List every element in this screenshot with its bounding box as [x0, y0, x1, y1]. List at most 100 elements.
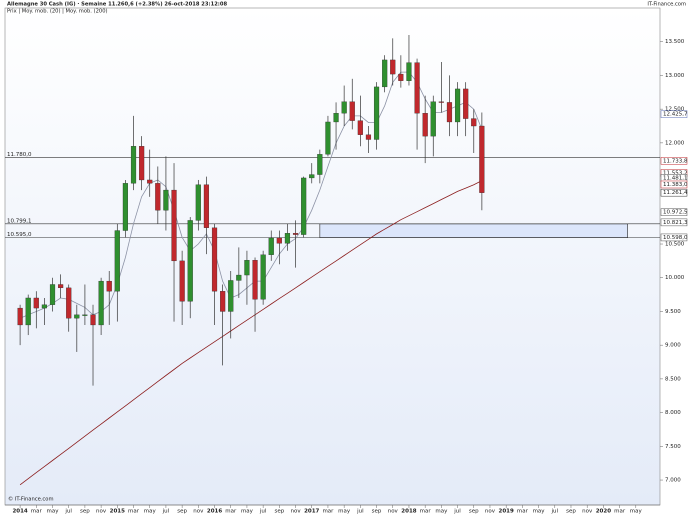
price-tag [660, 110, 688, 118]
zone [319, 223, 628, 238]
x-tick-label: jul [64, 509, 72, 515]
y-tick-label: 7.000 [665, 478, 681, 484]
y-tick-label: 12.500 [665, 107, 685, 113]
candle-body [454, 88, 461, 123]
candle-body [171, 189, 177, 262]
candle-body [276, 237, 282, 244]
x-tick-label: mar [614, 509, 626, 515]
candle-body [357, 120, 363, 135]
candle-body [301, 177, 307, 235]
x-tick-label: 2018 [401, 509, 416, 515]
y-tick-label: 8.000 [665, 410, 681, 416]
source: IT-Finance.com [647, 2, 686, 8]
candle-body [49, 284, 56, 305]
candle-body [438, 101, 444, 103]
price-tag [660, 157, 688, 165]
candle-body [390, 59, 396, 75]
x-tick-label: 2019 [499, 509, 514, 515]
candle-body [211, 227, 218, 292]
x-tick-label: mar [517, 509, 529, 515]
y-tick-label: 13.000 [665, 73, 685, 79]
level-label: 10.595,0 [7, 232, 32, 238]
price-tag [660, 188, 688, 197]
plot-area [4, 7, 661, 506]
y-tick-label: 9.500 [665, 309, 681, 315]
candle-body [25, 297, 31, 326]
x-tick-label: jul [259, 509, 267, 515]
level-label: 10.799,1 [7, 218, 32, 224]
candle-body [179, 260, 185, 302]
x-tick-label: 2014 [12, 509, 27, 515]
price-tag-label: 11.383,0 [663, 182, 688, 188]
candle-body [446, 102, 453, 123]
x-tick-label: jul [356, 509, 364, 515]
chart-title: Allemagne 30 Cash (IG) · Semaine 11.260,… [7, 2, 227, 8]
candle-body [98, 280, 104, 326]
x-tick-label: mar [31, 509, 43, 515]
x-tick-label: mar [225, 509, 237, 515]
candle-body [463, 88, 469, 119]
x-tick-label: sep [566, 509, 576, 515]
candle-body [58, 284, 64, 289]
candle-body [155, 183, 161, 211]
price-tag-label: 10.972,5 [663, 210, 688, 216]
candle-body [317, 154, 323, 175]
x-tick-label: sep [274, 509, 284, 515]
price-tag-label: 10.821,3 [663, 220, 688, 226]
x-tick-label: nov [193, 509, 204, 515]
candle-body [479, 125, 485, 193]
candle-body [130, 146, 137, 184]
candle-body [203, 184, 210, 228]
x-tick-label: may [435, 509, 448, 515]
candle-body [325, 121, 331, 155]
x-tick-label: sep [80, 509, 90, 515]
candle-body [430, 101, 436, 137]
x-tick-label: sep [177, 509, 187, 515]
level-label: 11.780,0 [7, 152, 32, 158]
candle-body [106, 280, 112, 292]
x-tick-label: nov [485, 509, 496, 515]
candle-body [236, 274, 242, 281]
candle-body [373, 86, 380, 140]
candle-body [406, 62, 412, 81]
x-tick-label: mar [420, 509, 432, 515]
x-tick-label: nov [582, 509, 593, 515]
candle-body [114, 230, 120, 292]
candle-body [244, 260, 250, 276]
x-tick-label: 2020 [596, 509, 611, 515]
y-tick-label: 12.000 [665, 140, 685, 146]
x-tick-label: may [241, 509, 254, 515]
candle-body [268, 237, 274, 255]
x-tick-label: nov [388, 509, 399, 515]
legend-text: Prix | Moy. mob. (20) | Moy. mob. (200) [7, 9, 108, 15]
x-tick-label: sep [469, 509, 479, 515]
x-tick-label: nov [290, 509, 301, 515]
moving-average [19, 71, 483, 319]
x-tick-label: may [338, 509, 351, 515]
y-tick-label: 10.500 [665, 242, 685, 248]
candle-body [382, 59, 388, 88]
candle-body [90, 314, 96, 326]
candle-body [471, 118, 477, 127]
y-tick-label: 7.500 [665, 444, 681, 450]
candle-body [163, 189, 169, 211]
x-tick-label: may [144, 509, 157, 515]
price-tag-label: 12.425,7 [663, 112, 688, 118]
price-tag [660, 233, 688, 242]
x-tick-label: may [533, 509, 546, 515]
x-tick-label: 2016 [207, 509, 222, 515]
x-tick-label: nov [96, 509, 107, 515]
candle-body [195, 184, 201, 221]
candle-body [66, 287, 72, 319]
y-tick-label: 9.000 [665, 343, 681, 349]
price-tag [660, 208, 688, 216]
price-tag-label: 11.261,4 [663, 190, 688, 196]
candle-body [187, 220, 193, 302]
y-tick-label: 8.500 [665, 376, 681, 382]
candle-body [341, 101, 347, 114]
candle-body [292, 233, 299, 235]
price-tag [660, 180, 688, 189]
candle-body [284, 233, 291, 244]
moving-average [19, 180, 483, 486]
